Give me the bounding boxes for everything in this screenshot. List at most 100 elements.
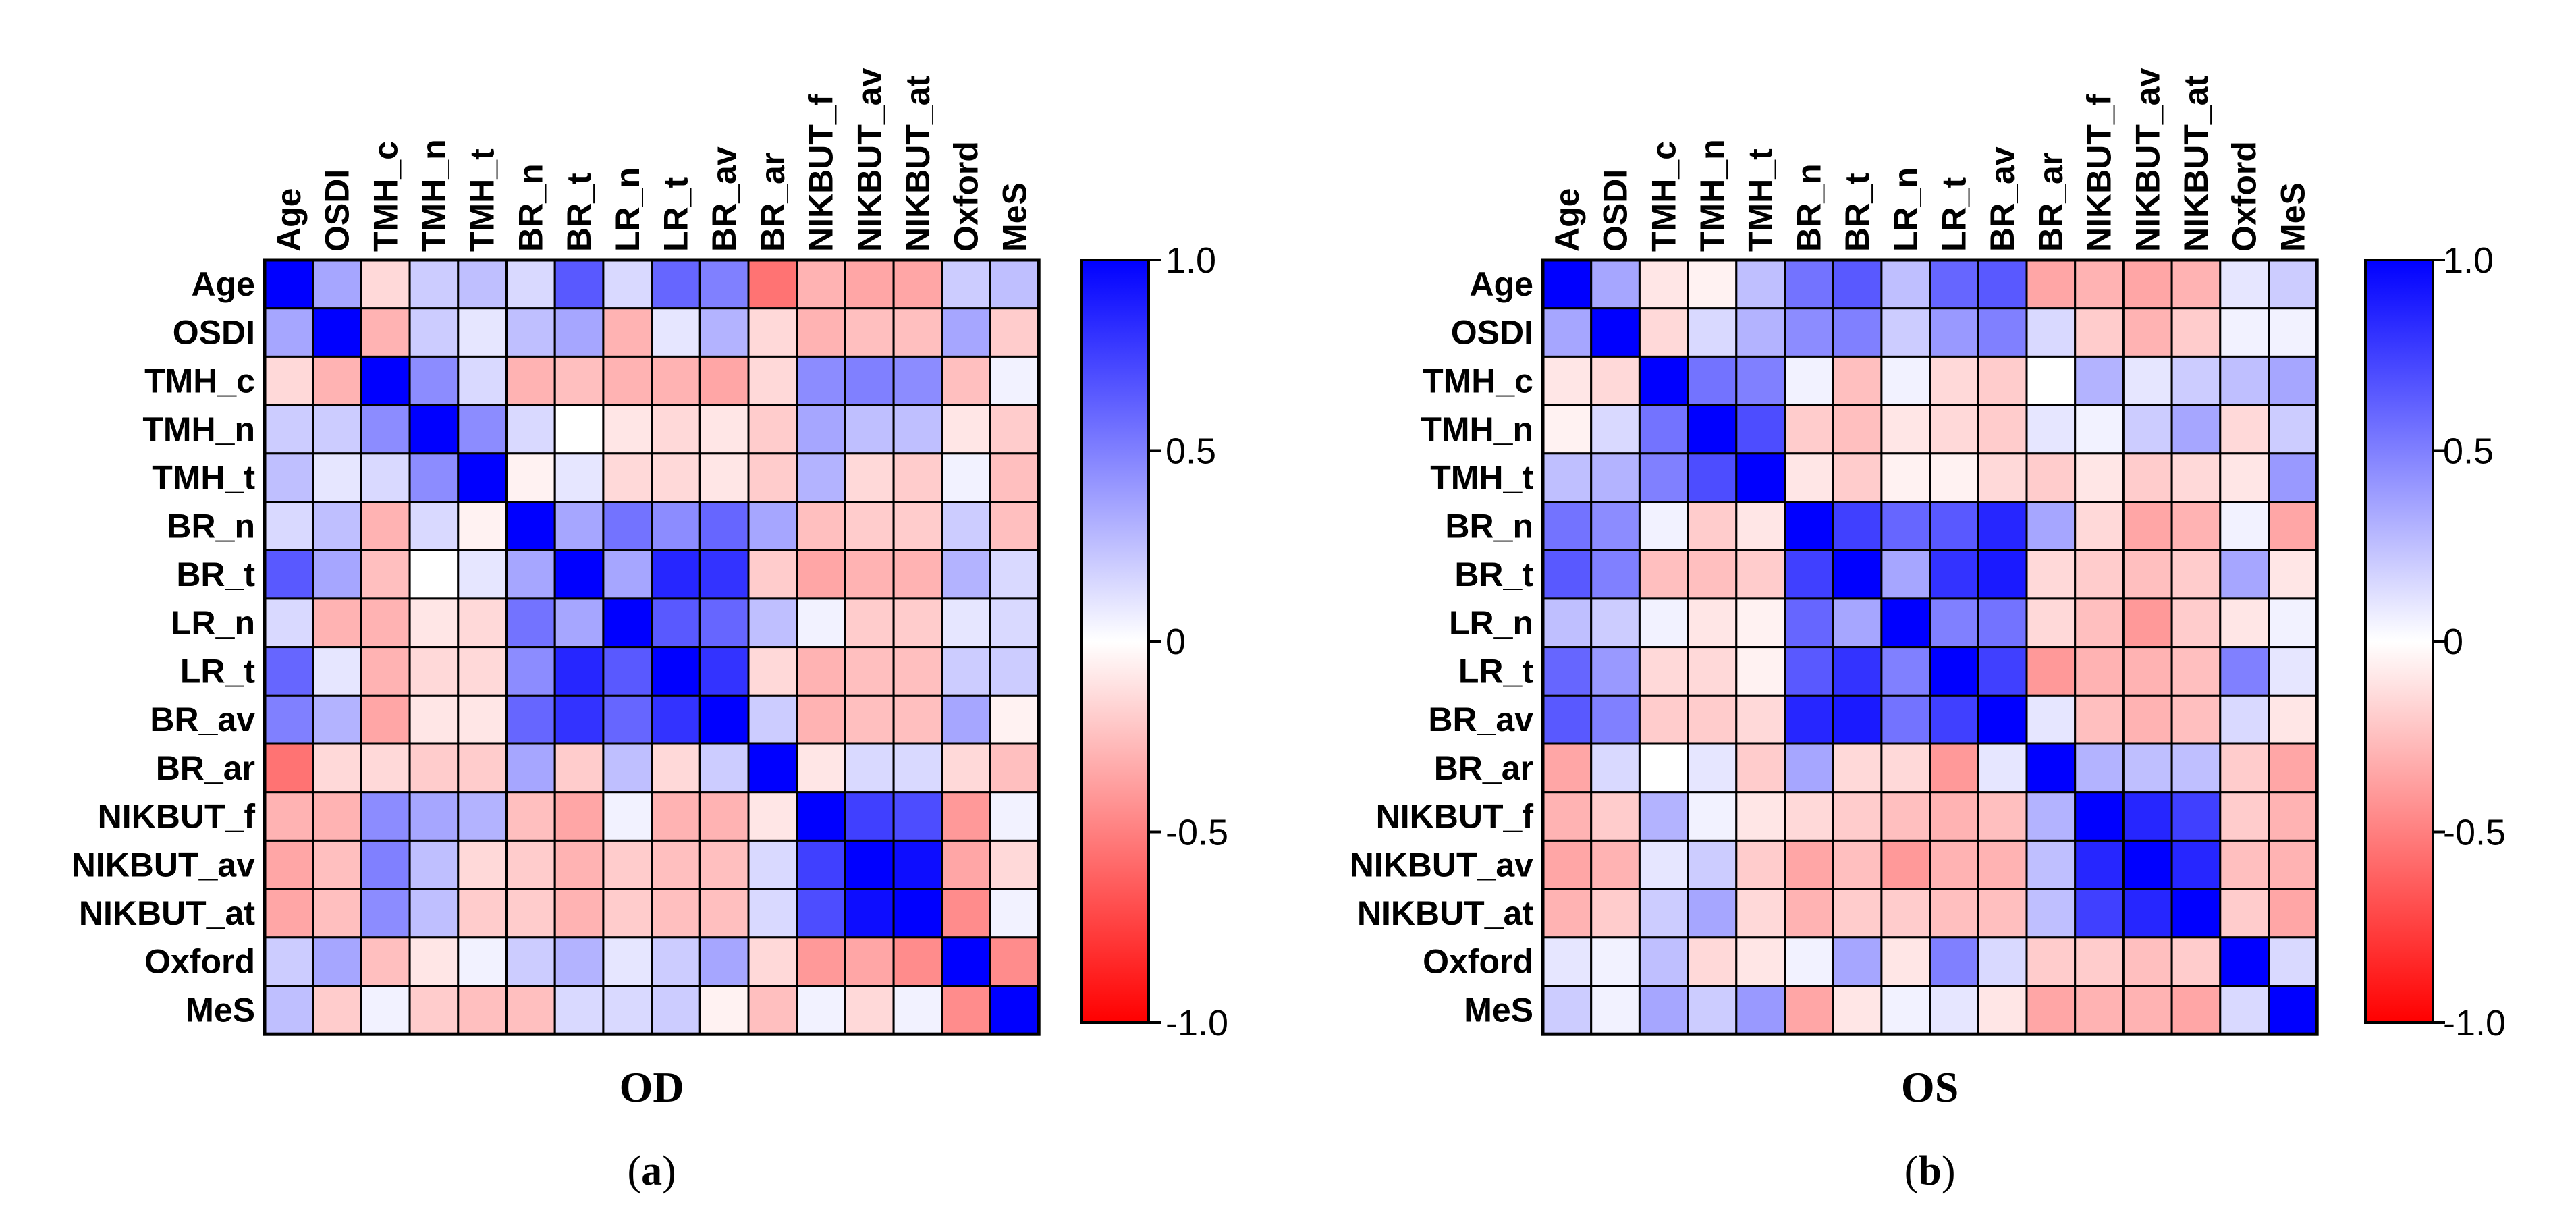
heatmap-cell bbox=[1735, 888, 1786, 939]
row-label: Oxford bbox=[144, 943, 255, 981]
heatmap-cell bbox=[312, 597, 362, 649]
heatmap-cell bbox=[1784, 888, 1834, 939]
heatmap-cell bbox=[602, 888, 653, 939]
heatmap-cell bbox=[1735, 791, 1786, 842]
heatmap-cell bbox=[2074, 307, 2125, 358]
heatmap-cell bbox=[747, 501, 798, 551]
heatmap-cell bbox=[2268, 452, 2318, 503]
heatmap-cell bbox=[2170, 501, 2222, 551]
heatmap-cell bbox=[1880, 888, 1931, 939]
caption-paren-close: ) bbox=[1942, 1148, 1956, 1194]
column-label: BR_ar bbox=[2032, 153, 2070, 252]
heatmap-cell bbox=[553, 742, 605, 794]
row-label: LR_n bbox=[171, 604, 255, 642]
heatmap-cell bbox=[698, 888, 750, 939]
heatmap-cell bbox=[651, 742, 701, 794]
heatmap-cell bbox=[1784, 307, 1834, 358]
heatmap-cell bbox=[1977, 936, 2028, 987]
heatmap-cell bbox=[505, 742, 556, 794]
heatmap-cell bbox=[2074, 404, 2125, 455]
heatmap-cell bbox=[602, 404, 653, 455]
heatmap-cell bbox=[457, 742, 508, 794]
caption-paren-open: ( bbox=[1904, 1148, 1919, 1194]
heatmap-cell bbox=[651, 694, 701, 745]
heatmap-cell bbox=[1977, 888, 2028, 939]
heatmap-cell bbox=[1929, 936, 1979, 987]
heatmap-cell bbox=[1687, 597, 1738, 649]
heatmap-cell bbox=[457, 307, 508, 358]
heatmap-cell bbox=[1687, 259, 1738, 310]
heatmap-cell bbox=[1880, 549, 1931, 600]
heatmap-cell bbox=[1638, 452, 1689, 503]
heatmap-cell bbox=[941, 936, 992, 987]
heatmap-cell bbox=[892, 936, 943, 987]
heatmap-cell bbox=[2170, 259, 2222, 310]
heatmap-cell bbox=[457, 888, 508, 939]
heatmap-cell bbox=[553, 694, 605, 745]
heatmap-cell bbox=[651, 888, 701, 939]
heatmap-cell bbox=[844, 549, 895, 600]
heatmap-cell bbox=[2122, 404, 2173, 455]
heatmap-cell bbox=[2219, 549, 2270, 600]
colorbar-tick-label: 0.5 bbox=[1166, 431, 1216, 472]
column-label: BR_av bbox=[705, 146, 743, 252]
heatmap-cell bbox=[1929, 985, 1979, 1035]
heatmap-cell bbox=[941, 549, 992, 600]
heatmap-cell bbox=[505, 307, 556, 358]
heatmap-cell bbox=[1880, 307, 1931, 358]
heatmap-cell bbox=[989, 452, 1040, 503]
heatmap-cell bbox=[941, 694, 992, 745]
heatmap-cell bbox=[989, 355, 1040, 406]
heatmap-cell bbox=[892, 888, 943, 939]
heatmap-cell bbox=[1590, 791, 1641, 842]
heatmap-cell bbox=[602, 985, 653, 1035]
column-label: TMH_t bbox=[1742, 148, 1780, 252]
heatmap-cell bbox=[505, 985, 556, 1035]
heatmap-cell bbox=[2219, 791, 2270, 842]
heatmap-cell bbox=[602, 694, 653, 745]
heatmap-cell bbox=[844, 742, 895, 794]
heatmap-cell bbox=[263, 452, 314, 503]
heatmap-cell bbox=[2074, 985, 2125, 1035]
heatmap-cell bbox=[941, 888, 992, 939]
heatmap-cell bbox=[602, 597, 653, 649]
heatmap-cell bbox=[892, 355, 943, 406]
heatmap-cell bbox=[2219, 259, 2270, 310]
heatmap-cell bbox=[989, 259, 1040, 310]
heatmap-cell bbox=[651, 791, 701, 842]
heatmap-cell bbox=[553, 549, 605, 600]
heatmap-cell bbox=[1880, 355, 1931, 406]
heatmap-cell bbox=[263, 646, 314, 697]
row-label: TMH_c bbox=[1423, 362, 1533, 400]
heatmap-cell bbox=[1735, 355, 1786, 406]
heatmap-cell bbox=[747, 549, 798, 600]
heatmap-cell bbox=[941, 791, 992, 842]
colorbar-tick-label: 0 bbox=[2443, 622, 2463, 662]
heatmap-cell bbox=[892, 307, 943, 358]
heatmap-cell bbox=[2219, 742, 2270, 794]
heatmap-cell bbox=[312, 355, 362, 406]
heatmap-cell bbox=[1590, 501, 1641, 551]
column-label: BR_ar bbox=[754, 153, 792, 252]
heatmap-cell bbox=[844, 936, 895, 987]
heatmap-cell bbox=[1784, 791, 1834, 842]
heatmap-cell bbox=[1638, 307, 1689, 358]
heatmap-cell bbox=[989, 307, 1040, 358]
heatmap-cell bbox=[2122, 501, 2173, 551]
heatmap-cell bbox=[989, 985, 1040, 1035]
heatmap-cell bbox=[1929, 888, 1979, 939]
heatmap-cell bbox=[2268, 888, 2318, 939]
heatmap-cell bbox=[796, 742, 846, 794]
heatmap-cell bbox=[1977, 355, 2028, 406]
heatmap-cell bbox=[602, 355, 653, 406]
heatmap-cell bbox=[602, 742, 653, 794]
heatmap-cell bbox=[602, 791, 653, 842]
heatmap-cell bbox=[360, 839, 411, 890]
heatmap-cell bbox=[263, 985, 314, 1035]
heatmap-cell bbox=[553, 259, 605, 310]
heatmap-cell bbox=[1832, 646, 1883, 697]
heatmap-cell bbox=[844, 355, 895, 406]
heatmap-cell bbox=[1784, 355, 1834, 406]
row-label: OSDI bbox=[173, 314, 255, 352]
